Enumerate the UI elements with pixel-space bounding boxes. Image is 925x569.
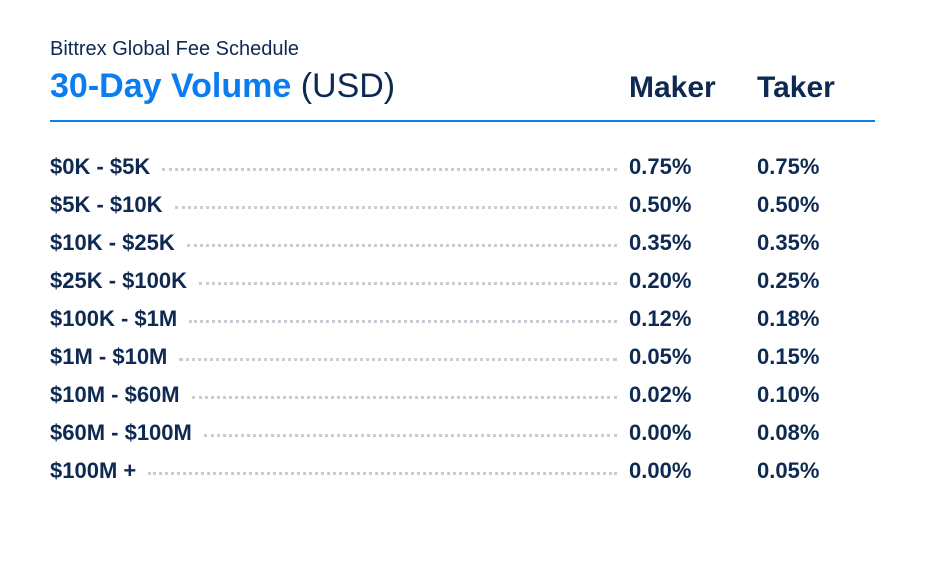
table-row: $5K - $10K 0.50%0.50%	[50, 186, 875, 224]
table-row: $0K - $5K 0.75%0.75%	[50, 148, 875, 186]
taker-value: 0.08%	[757, 422, 875, 444]
column-header-maker: Maker	[629, 71, 757, 105]
taker-value: 0.18%	[757, 308, 875, 330]
table-row: $100M + 0.00%0.05%	[50, 452, 875, 490]
taker-value: 0.75%	[757, 156, 875, 178]
title-light-part: (USD)	[291, 67, 395, 105]
tier-label: $0K - $5K	[50, 156, 150, 178]
table-row: $25K - $100K 0.20%0.25%	[50, 262, 875, 300]
tier-label: $5K - $10K	[50, 194, 163, 216]
maker-value: 0.02%	[629, 384, 757, 406]
leader-dots	[187, 244, 617, 247]
taker-value: 0.05%	[757, 460, 875, 482]
taker-value: 0.15%	[757, 346, 875, 368]
tier-label: $60M - $100M	[50, 422, 192, 444]
column-header-taker: Taker	[757, 71, 875, 105]
tier-label: $10M - $60M	[50, 384, 180, 406]
maker-value: 0.50%	[629, 194, 757, 216]
maker-value: 0.35%	[629, 232, 757, 254]
taker-value: 0.35%	[757, 232, 875, 254]
leader-dots	[204, 434, 617, 437]
table-row: $100K - $1M 0.12%0.18%	[50, 300, 875, 338]
leader-dots	[189, 320, 617, 323]
table-row: $10M - $60M 0.02%0.10%	[50, 376, 875, 414]
header-divider	[50, 120, 875, 122]
table-row: $60M - $100M 0.00%0.08%	[50, 414, 875, 452]
tier-label: $10K - $25K	[50, 232, 175, 254]
maker-value: 0.75%	[629, 156, 757, 178]
tier-label: $25K - $100K	[50, 270, 187, 292]
page-title: 30-Day Volume (USD)	[50, 67, 629, 106]
leader-dots	[175, 206, 617, 209]
tier-label: $100K - $1M	[50, 308, 177, 330]
table-row: $1M - $10M 0.05%0.15%	[50, 338, 875, 376]
leader-dots	[199, 282, 617, 285]
maker-value: 0.20%	[629, 270, 757, 292]
fee-table-body: $0K - $5K0.75%0.75%$5K - $10K0.50%0.50%$…	[50, 148, 875, 490]
table-row: $10K - $25K 0.35%0.35%	[50, 224, 875, 262]
taker-value: 0.10%	[757, 384, 875, 406]
title-bold-part: 30-Day Volume	[50, 67, 291, 105]
maker-value: 0.12%	[629, 308, 757, 330]
leader-dots	[192, 396, 617, 399]
maker-value: 0.05%	[629, 346, 757, 368]
tier-label: $100M +	[50, 460, 136, 482]
taker-value: 0.50%	[757, 194, 875, 216]
leader-dots	[179, 358, 617, 361]
leader-dots	[162, 168, 617, 171]
header-row: 30-Day Volume (USD) Maker Taker	[50, 67, 875, 106]
taker-value: 0.25%	[757, 270, 875, 292]
fee-schedule-subtitle: Bittrex Global Fee Schedule	[50, 38, 875, 61]
leader-dots	[148, 472, 617, 475]
maker-value: 0.00%	[629, 422, 757, 444]
maker-value: 0.00%	[629, 460, 757, 482]
tier-label: $1M - $10M	[50, 346, 167, 368]
